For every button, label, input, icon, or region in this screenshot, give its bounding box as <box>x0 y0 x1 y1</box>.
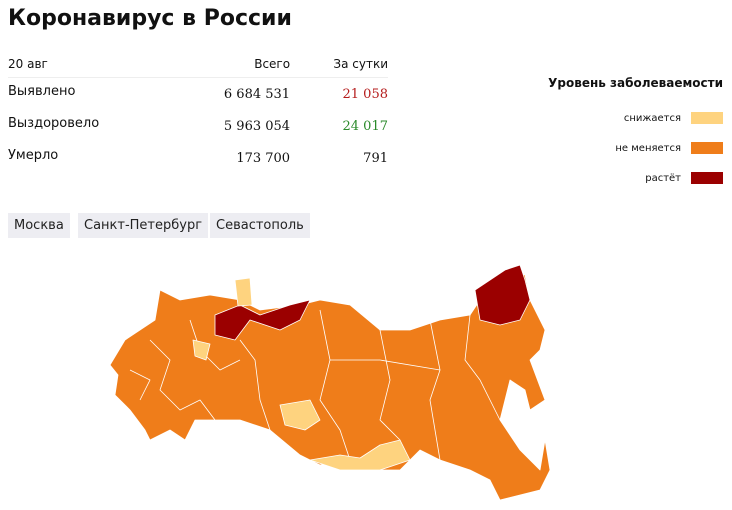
header-row: 20 авг Всего За сутки <box>8 54 388 78</box>
daily: 21 058 <box>342 86 389 102</box>
column-header: 20 авг <box>8 54 172 78</box>
region-border <box>429 319 441 461</box>
total: 5 963 054 <box>223 118 291 134</box>
region-border <box>239 339 271 431</box>
daily: 24 017 <box>342 118 389 134</box>
column-header: Всего <box>171 54 291 78</box>
region-border <box>330 359 441 371</box>
legend-swatch <box>691 112 723 124</box>
row: Умерло 173 700 791 <box>8 142 388 174</box>
legend-title: Уровень заболеваемости <box>548 76 723 90</box>
legend-swatch <box>691 142 723 154</box>
row-label: Умерло <box>8 148 59 163</box>
region[interactable] <box>214 299 311 341</box>
region[interactable] <box>474 264 531 326</box>
title: Коронавирус в России <box>8 6 292 31</box>
column-header: За сутки <box>290 54 388 78</box>
map <box>109 264 551 501</box>
stats-table: 20 авг Всего За сутки Выявлено 6 684 531… <box>8 54 388 174</box>
legend-item: растёт <box>645 172 723 184</box>
row-label: Выздоровело <box>8 116 100 131</box>
region-button[interactable]: Санкт-Петербург <box>78 213 209 238</box>
region-button[interactable]: Москва <box>8 213 70 238</box>
row: Выявлено 6 684 531 21 058 <box>8 78 388 111</box>
legend-label: не меняется <box>615 142 681 154</box>
legend-item: не меняется <box>615 142 723 154</box>
region-border <box>319 309 351 461</box>
region[interactable] <box>279 399 321 431</box>
legend-swatch <box>691 172 723 184</box>
daily: 791 <box>363 150 388 166</box>
legend-label: растёт <box>645 172 681 184</box>
row-label: Выявлено <box>8 84 76 99</box>
total: 173 700 <box>236 150 291 166</box>
region[interactable] <box>234 277 253 307</box>
total: 6 684 531 <box>223 86 291 102</box>
region-border <box>464 314 501 421</box>
legend-label: снижается <box>623 112 681 124</box>
region-border <box>379 329 401 441</box>
region[interactable] <box>309 439 411 471</box>
legend-item: снижается <box>624 112 723 124</box>
region-border <box>149 339 216 421</box>
row: Выздоровело 5 963 054 24 017 <box>8 110 388 142</box>
region[interactable] <box>192 339 211 361</box>
region-border <box>189 319 241 371</box>
region-button[interactable]: Севастополь <box>210 213 310 238</box>
region-border <box>129 369 151 401</box>
